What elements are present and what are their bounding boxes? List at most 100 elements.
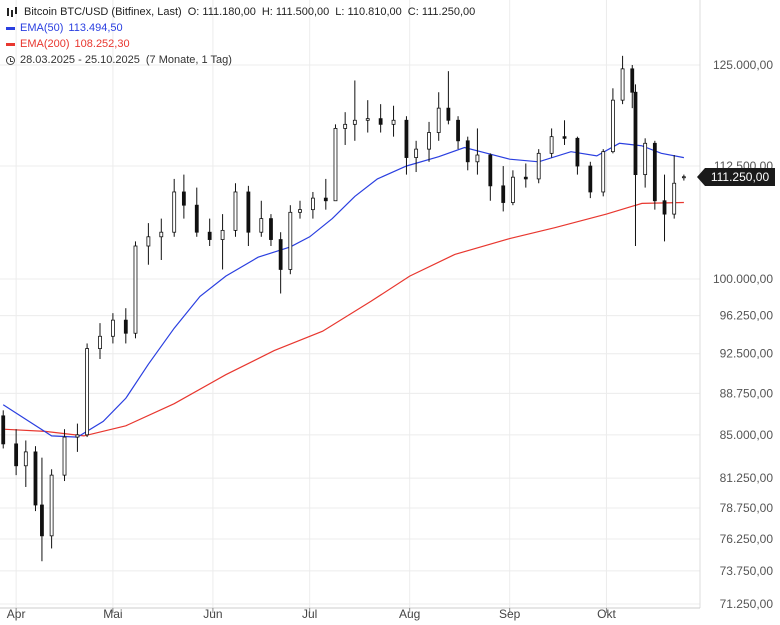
candle-body-up [23, 451, 28, 467]
candle-body-down [181, 191, 186, 206]
y-axis: 125.000,00112.500,00100.000,0096.250,009… [713, 58, 773, 611]
candle-body-up [611, 99, 615, 153]
candle-body-down [562, 136, 567, 139]
candle-series [1, 55, 686, 562]
candle [85, 343, 89, 438]
candle [601, 149, 606, 197]
candle-body-down [662, 200, 667, 215]
candle [278, 232, 283, 294]
candle [352, 80, 357, 141]
candle [365, 100, 370, 133]
candle [414, 140, 419, 173]
candle-body-down [40, 504, 44, 537]
candle-body-down [523, 176, 528, 180]
candle-body-down [446, 107, 451, 121]
candle [33, 446, 38, 512]
ema200-line [3, 201, 684, 437]
candle-body-up [62, 436, 67, 476]
candle-body-down [14, 443, 19, 467]
candle-body-down [323, 197, 328, 202]
candle-body-down [652, 142, 657, 202]
candle [427, 121, 431, 162]
candle-body-up [549, 136, 554, 154]
candle [333, 124, 338, 202]
ema50-label: EMA(50) [20, 22, 64, 34]
candle [159, 218, 164, 261]
candle-body-down [588, 165, 593, 193]
x-tick-label: Okt [597, 607, 616, 621]
candle-body-up [672, 182, 677, 215]
candle-body-up [475, 154, 480, 163]
candle [23, 440, 28, 487]
clock-icon [6, 55, 15, 65]
x-axis: Apr Mai Jun Jul Aug Sep Okt [7, 607, 617, 621]
y-tick-label: 96.250,00 [720, 309, 774, 323]
candle [681, 174, 686, 181]
candle [14, 429, 19, 476]
candle-body-up [391, 119, 396, 125]
candle-body-down [269, 218, 273, 240]
candle-body-down [465, 140, 470, 163]
low-value: L: 110.810,00 [335, 6, 402, 18]
candle [98, 323, 102, 359]
ema200-label: EMA(200) [20, 38, 70, 50]
candle-body-up [643, 142, 648, 176]
candle-body-up [233, 191, 238, 231]
candle-body-up [133, 245, 138, 334]
y-tick-label: 71.250,00 [720, 597, 774, 611]
candle-body-up [259, 218, 264, 233]
candle [1, 410, 6, 449]
candle-body-up [436, 107, 441, 133]
candle [111, 313, 115, 344]
candle [146, 223, 151, 265]
candle [575, 136, 580, 175]
candle-body-down [194, 204, 199, 233]
x-tick-label: Aug [399, 607, 420, 621]
last-price-tag: 111.250,00 [697, 168, 775, 186]
candle-body-down [246, 191, 251, 233]
candle-body-down [1, 415, 6, 445]
candle-body-up [49, 474, 54, 537]
candle [181, 174, 186, 219]
candle-body-down [501, 185, 506, 203]
candle [465, 136, 470, 171]
candle [446, 71, 451, 125]
ema50-series [2, 142, 685, 438]
candle [49, 469, 54, 549]
candle [456, 116, 460, 150]
y-tick-label: 73.750,00 [720, 564, 774, 578]
ema200-series [3, 201, 684, 437]
candle-body-up [427, 132, 431, 150]
candle-body-down [630, 68, 635, 93]
candle-body-down [123, 319, 128, 334]
x-tick-label: Jun [203, 607, 222, 621]
candle-body-up [536, 152, 541, 180]
period-label: (7 Monate, 1 Tag) [145, 54, 232, 66]
candle-body-up [146, 236, 151, 247]
candle-body-up [75, 434, 80, 438]
candle [259, 200, 264, 237]
candle [378, 104, 383, 133]
candle [288, 205, 293, 275]
candle-body-down [207, 231, 212, 240]
date-range-row: 28.03.2025 - 25.10.2025 (7 Monate, 1 Tag… [6, 52, 481, 68]
candle [588, 161, 593, 199]
candle [194, 187, 199, 237]
candle-body-up [98, 335, 102, 349]
candle [562, 120, 567, 145]
candle [343, 112, 348, 145]
x-tick-label: Apr [7, 607, 26, 621]
candle-body-up [601, 151, 606, 193]
candle [62, 429, 67, 482]
candle-body-up [111, 319, 115, 337]
candle-body-down [633, 91, 638, 176]
candle [323, 178, 328, 210]
ema200-value: 108.252,30 [74, 38, 130, 50]
candle [633, 84, 638, 247]
date-range: 28.03.2025 - 25.10.2025 [20, 54, 140, 66]
ema200-swatch [6, 42, 15, 46]
candle-body-up [414, 148, 419, 158]
candle [220, 214, 225, 270]
y-tick-label: 85.000,00 [720, 428, 774, 442]
